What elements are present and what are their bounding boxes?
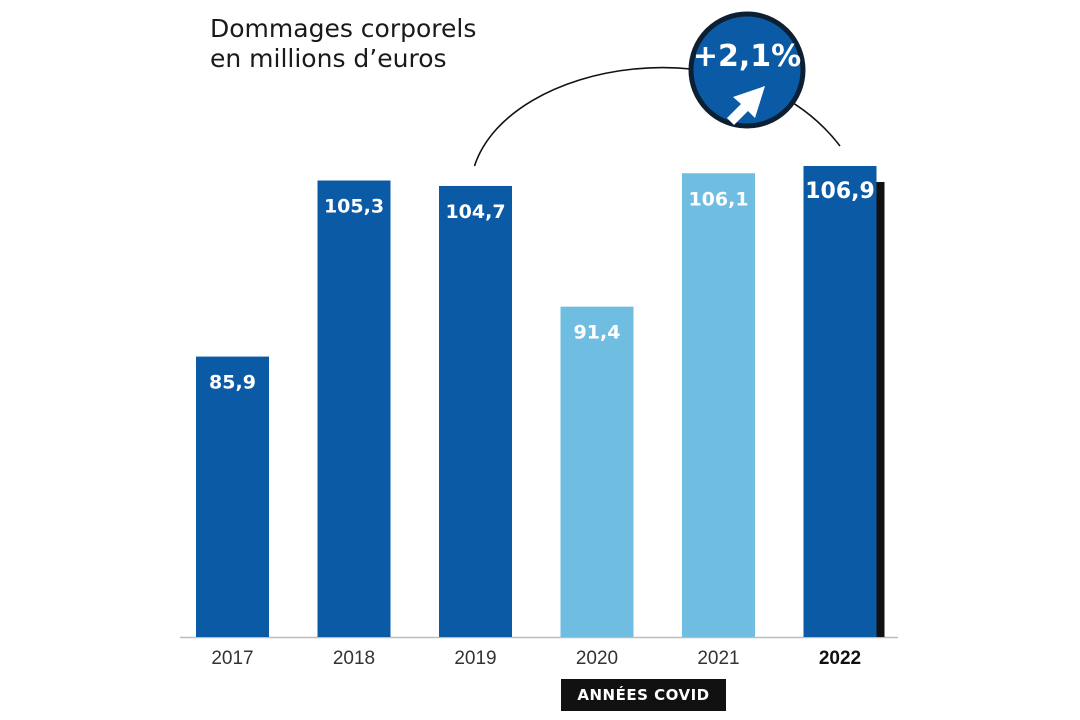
x-tick-label-2019: 2019 xyxy=(454,648,496,669)
x-tick-label-2020: 2020 xyxy=(576,648,618,669)
chart-title-line-1: Dommages corporels xyxy=(210,14,477,43)
x-tick-label-2021: 2021 xyxy=(697,648,739,669)
value-label-2020: 91,4 xyxy=(574,322,621,344)
bar-group-2019: 104,7 2019 xyxy=(439,185,512,669)
bar-2018 xyxy=(317,180,391,637)
value-label-2018: 105,3 xyxy=(324,196,384,218)
value-label-2019: 104,7 xyxy=(445,201,505,223)
chart-title: Dommages corporels en millions d’euros xyxy=(210,14,476,74)
bar-group-2020: 91,4 2020 xyxy=(560,306,634,669)
covid-years-label: ANNÉES COVID xyxy=(561,679,726,711)
x-tick-label-2022: 2022 xyxy=(819,648,861,669)
change-badge-circle xyxy=(688,11,806,129)
bar-group-2021: 106,1 2021 xyxy=(682,173,755,669)
up-right-arrow-icon xyxy=(727,86,765,125)
bar-group-2022: 106,9 2022 xyxy=(803,166,885,669)
x-tick-label-2017: 2017 xyxy=(211,648,253,669)
change-badge: +2,1% xyxy=(688,11,806,129)
chart-title-line-2: en millions d’euros xyxy=(210,44,447,73)
bar-2019 xyxy=(439,185,512,637)
bar-group-2018: 105,3 2018 xyxy=(317,180,391,669)
bar-2022 xyxy=(803,166,877,637)
bar-2020 xyxy=(560,306,634,637)
bar-2021 xyxy=(682,173,755,637)
value-label-2017: 85,9 xyxy=(209,372,256,394)
bar-2017 xyxy=(196,356,269,637)
bar-group-2017: 85,9 2017 xyxy=(196,356,269,669)
change-badge-text: +2,1% xyxy=(693,39,801,74)
value-label-2021: 106,1 xyxy=(688,188,748,210)
value-label-2022: 106,9 xyxy=(805,179,875,204)
x-tick-label-2018: 2018 xyxy=(333,648,375,669)
